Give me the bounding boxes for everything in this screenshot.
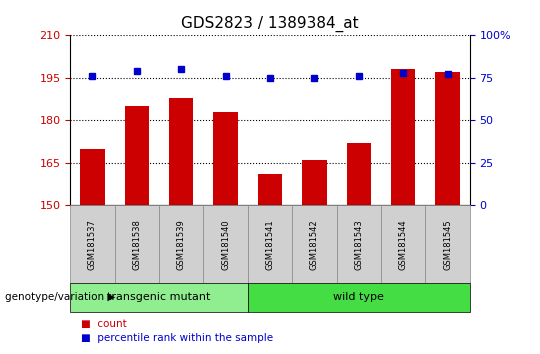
Bar [80, 149, 105, 205]
Bar [381, 205, 426, 283]
Bar [302, 160, 327, 205]
Text: GSM181542: GSM181542 [310, 219, 319, 270]
Text: GSM181544: GSM181544 [399, 219, 408, 270]
Bar [391, 69, 415, 205]
Bar [248, 205, 292, 283]
Text: GSM181541: GSM181541 [266, 219, 274, 270]
Bar [70, 283, 248, 312]
Bar [292, 205, 336, 283]
Bar [336, 205, 381, 283]
Text: GSM181545: GSM181545 [443, 219, 452, 270]
Text: GSM181537: GSM181537 [88, 219, 97, 270]
Text: GSM181538: GSM181538 [132, 219, 141, 270]
Bar [435, 72, 460, 205]
Bar [169, 98, 193, 205]
Text: wild type: wild type [333, 292, 384, 302]
Text: ■  percentile rank within the sample: ■ percentile rank within the sample [81, 333, 273, 343]
Bar [204, 205, 248, 283]
Text: transgenic mutant: transgenic mutant [107, 292, 211, 302]
Text: GSM181539: GSM181539 [177, 219, 186, 270]
Text: GDS2823 / 1389384_at: GDS2823 / 1389384_at [181, 16, 359, 32]
Bar [114, 205, 159, 283]
Text: GSM181543: GSM181543 [354, 219, 363, 270]
Text: genotype/variation ▶: genotype/variation ▶ [5, 292, 116, 302]
Bar [426, 205, 470, 283]
Bar [258, 174, 282, 205]
Text: ■  count: ■ count [81, 319, 127, 329]
Bar [213, 112, 238, 205]
Bar [248, 283, 470, 312]
Bar [347, 143, 371, 205]
Bar [159, 205, 204, 283]
Bar [70, 205, 114, 283]
Text: GSM181540: GSM181540 [221, 219, 230, 270]
Bar [125, 106, 149, 205]
